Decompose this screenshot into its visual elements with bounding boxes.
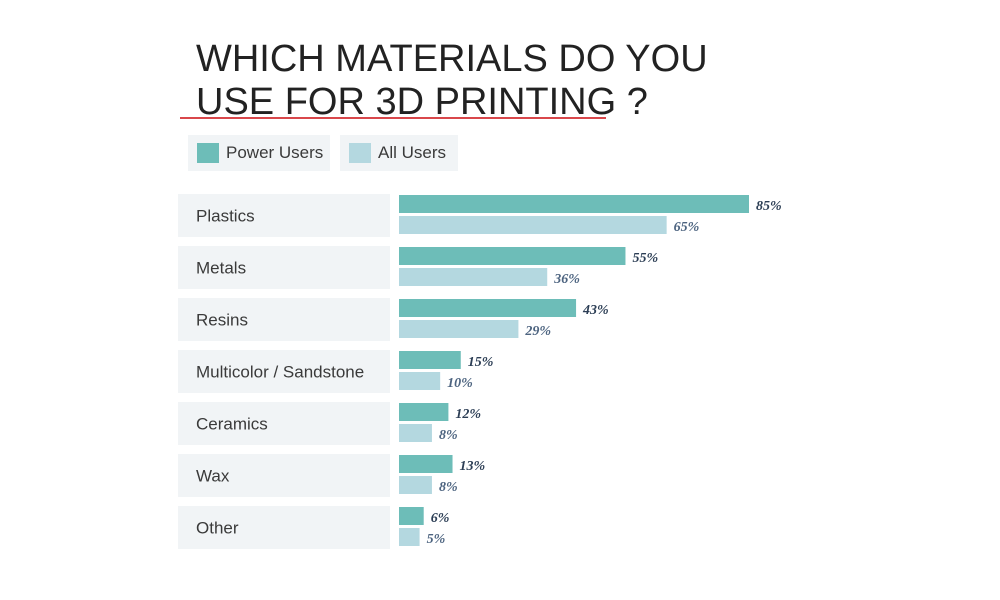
value-label-power-users-ceramics: 12% — [455, 407, 481, 422]
category-row-bg-resins — [178, 298, 390, 341]
bar-all-users-metals — [399, 268, 548, 286]
category-label-resins: Resins — [196, 311, 248, 330]
bar-all-users-multicolor-sandstone — [399, 372, 441, 390]
category-label-wax: Wax — [196, 467, 230, 486]
value-label-all-users-plastics: 65% — [674, 220, 700, 235]
category-row-bg-ceramics — [178, 402, 390, 445]
bar-power-users-metals — [399, 247, 626, 265]
category-label-metals: Metals — [196, 259, 246, 278]
bar-power-users-plastics — [399, 195, 749, 213]
chart-title-line-1: WHICH MATERIALS DO YOU — [196, 38, 708, 80]
chart-title: WHICH MATERIALS DO YOU USE FOR 3D PRINTI… — [196, 38, 708, 124]
category-label-plastics: Plastics — [196, 207, 255, 226]
legend-label-all-users: All Users — [378, 143, 447, 162]
value-label-power-users-other: 6% — [431, 511, 450, 526]
category-row-bg-wax — [178, 454, 390, 497]
category-row-bg-other — [178, 506, 390, 549]
title-underline — [180, 117, 606, 119]
value-label-power-users-wax: 13% — [460, 459, 486, 474]
value-label-power-users-metals: 55% — [632, 251, 658, 266]
category-row-bg-multicolor-sandstone — [178, 350, 390, 393]
bar-power-users-wax — [399, 455, 453, 473]
category-label-multicolor-sandstone: Multicolor / Sandstone — [196, 363, 364, 382]
value-label-power-users-multicolor-sandstone: 15% — [468, 355, 494, 370]
value-label-all-users-metals: 36% — [553, 272, 580, 287]
bar-all-users-plastics — [399, 216, 667, 234]
legend-swatch-all-users — [349, 143, 371, 163]
bar-power-users-other — [399, 507, 424, 525]
legend-label-power-users: Power Users — [226, 143, 324, 162]
legend-swatch-power-users — [197, 143, 219, 163]
value-label-all-users-ceramics: 8% — [439, 428, 458, 443]
category-row-bg-metals — [178, 246, 390, 289]
bar-all-users-ceramics — [399, 424, 432, 442]
bar-all-users-resins — [399, 320, 519, 338]
legend-item-all-users: All Users — [340, 135, 458, 171]
legend-item-power-users: Power Users — [188, 135, 330, 171]
category-label-other: Other — [196, 519, 239, 538]
value-label-power-users-resins: 43% — [582, 303, 609, 318]
bar-all-users-other — [399, 528, 420, 546]
value-label-all-users-wax: 8% — [439, 480, 458, 495]
bar-power-users-multicolor-sandstone — [399, 351, 461, 369]
value-label-all-users-other: 5% — [427, 532, 446, 547]
value-label-all-users-multicolor-sandstone: 10% — [447, 376, 473, 391]
bar-power-users-ceramics — [399, 403, 449, 421]
bar-all-users-wax — [399, 476, 432, 494]
category-row-bg-plastics — [178, 194, 390, 237]
value-label-all-users-resins: 29% — [524, 324, 551, 339]
category-label-ceramics: Ceramics — [196, 415, 268, 434]
value-label-power-users-plastics: 85% — [756, 199, 782, 214]
chart-title-line-2: USE FOR 3D PRINTING ? — [196, 81, 648, 123]
bar-power-users-resins — [399, 299, 577, 317]
